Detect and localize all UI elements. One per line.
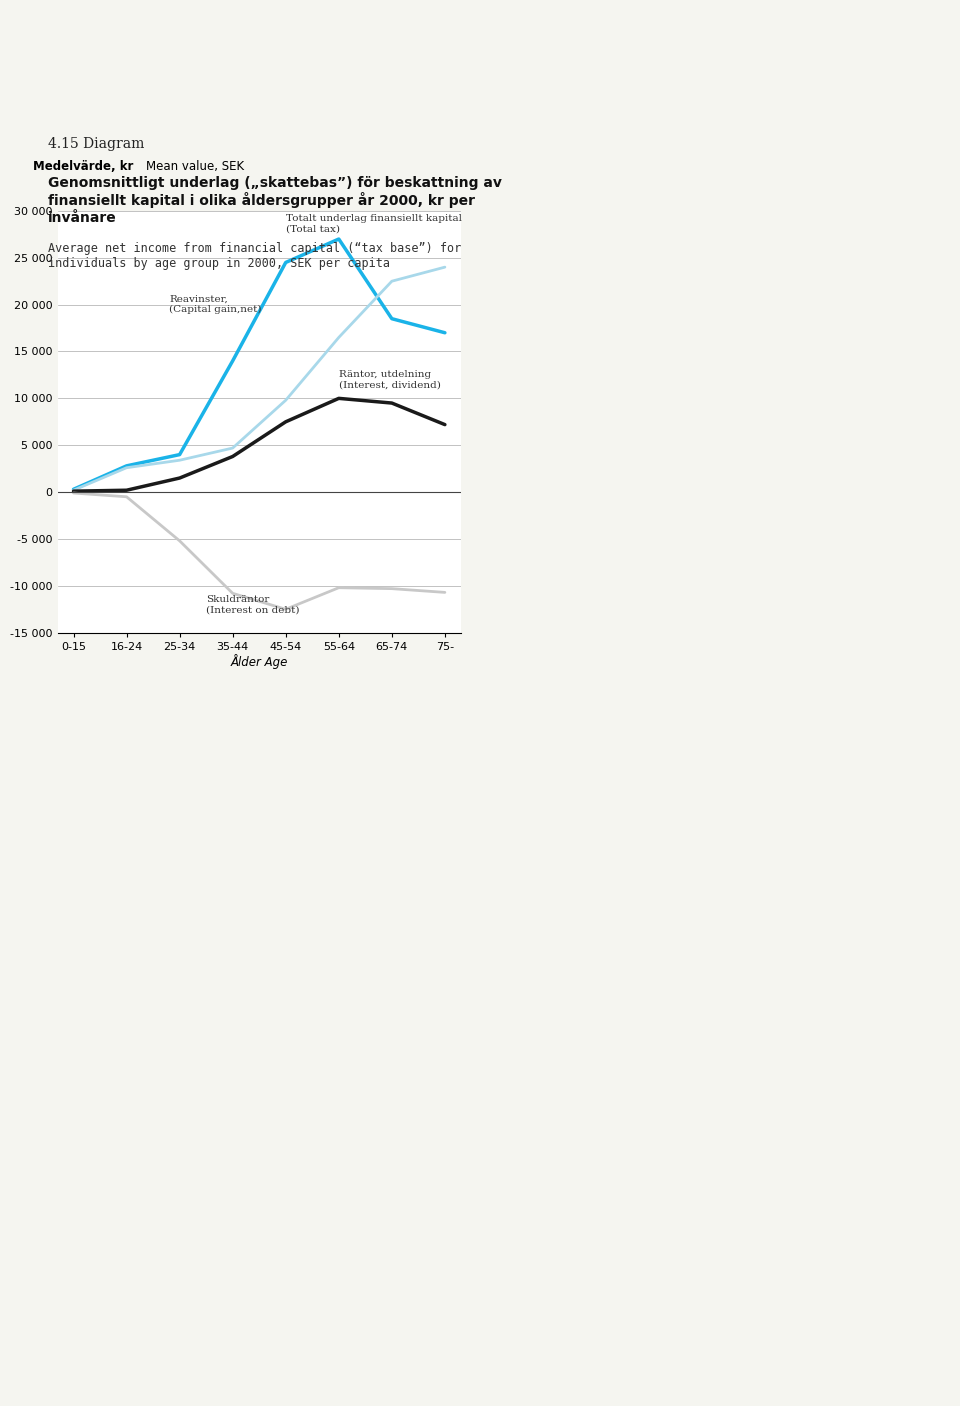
Text: Medelvärde, kr: Medelvärde, kr [34,160,133,173]
Text: 4.15 Diagram: 4.15 Diagram [48,136,144,150]
Text: Skuldräntor
(Interest on debt): Skuldräntor (Interest on debt) [206,595,300,614]
Text: Reavinster,
(Capital gain,net): Reavinster, (Capital gain,net) [169,295,261,314]
X-axis label: Ålder Age: Ålder Age [230,655,288,669]
Text: Totalt underlag finansiellt kapital
(Total tax): Totalt underlag finansiellt kapital (Tot… [286,214,462,233]
Text: Genomsnittligt underlag („skattebas”) för beskattning av
finansiellt kapital i o: Genomsnittligt underlag („skattebas”) fö… [48,176,502,225]
Text: Räntor, utdelning
(Interest, dividend): Räntor, utdelning (Interest, dividend) [339,370,441,389]
Text: Mean value, SEK: Mean value, SEK [146,160,245,173]
Text: Average net income from financial capital (“tax base”) for
individuals by age gr: Average net income from financial capita… [48,242,461,270]
